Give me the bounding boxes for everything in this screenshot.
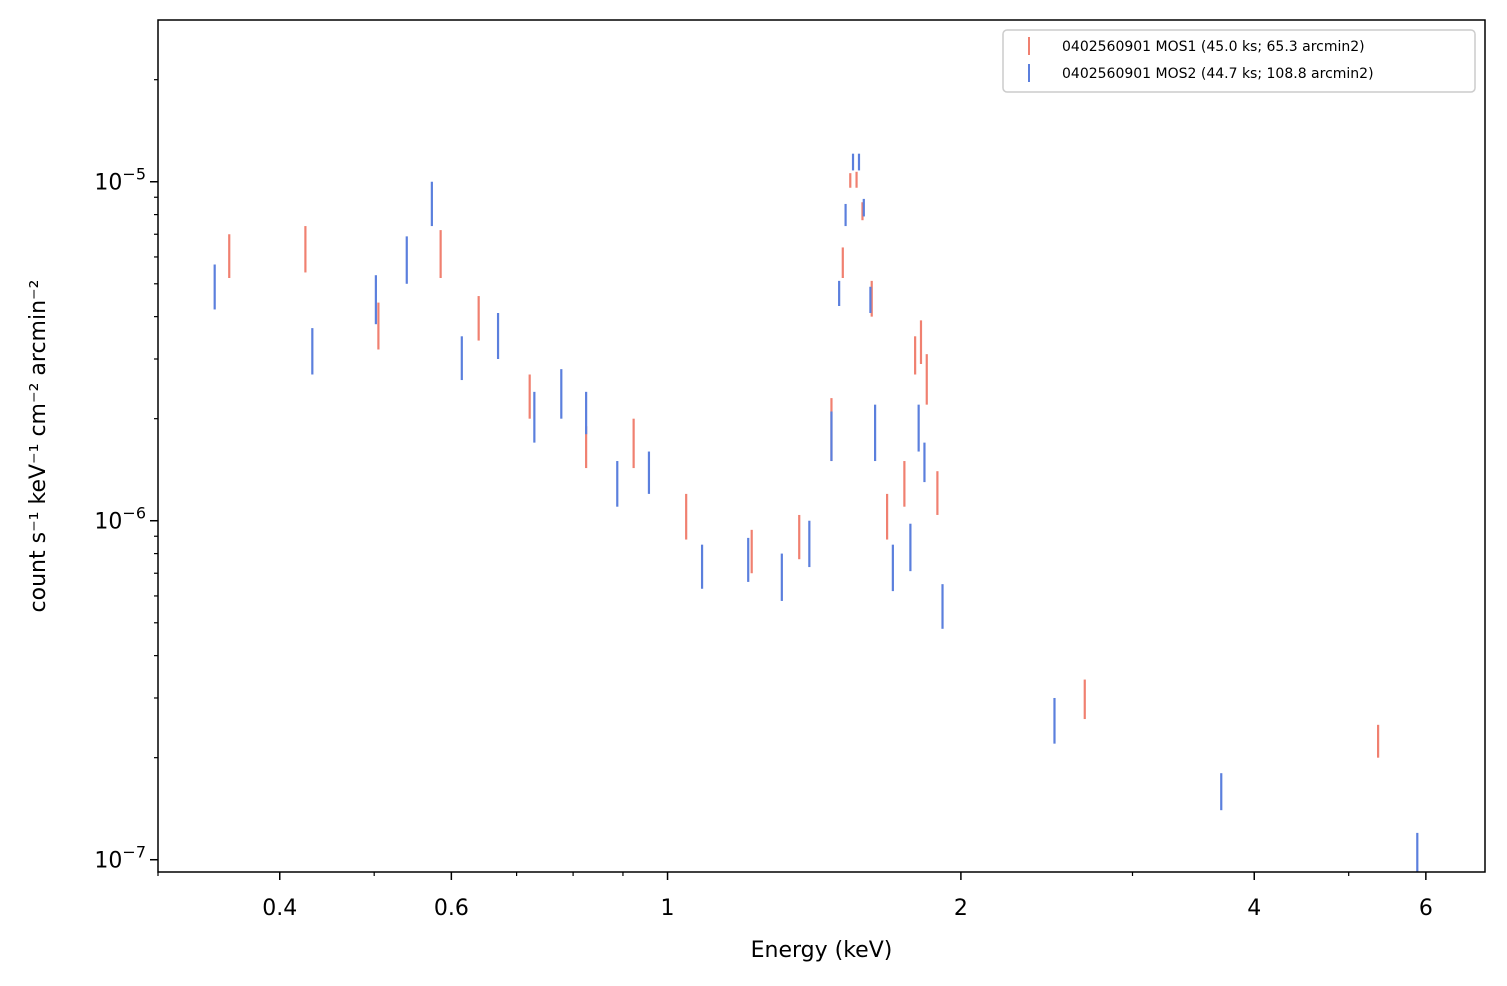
legend-box: [1002, 29, 1476, 93]
x-axis-title: Energy (keV): [751, 938, 893, 963]
x-tick-label: 4: [1247, 896, 1261, 921]
legend-label-mos2: 0402560901 MOS2 (44.7 ks; 108.8 arcmin2): [1062, 66, 1374, 82]
plot-frame: [157, 19, 1486, 873]
x-tick-label: 2: [954, 896, 968, 921]
x-tick-label: 0.6: [434, 896, 469, 921]
y-tick-label: 10−6: [94, 504, 146, 535]
y-axis-title: count s⁻¹ keV⁻¹ cm⁻² arcmin⁻²: [26, 280, 51, 613]
series-1: [228, 171, 1380, 758]
y-tick-label: 10−7: [94, 843, 146, 874]
y-axis: 10−7 10−6 10−5: [94, 79, 158, 874]
x-axis: 0.4 0.6 1 2 4 6: [157, 872, 1433, 921]
x-tick-label: 6: [1419, 896, 1433, 921]
series-2: [213, 153, 1419, 872]
legend-label-mos1: 0402560901 MOS1 (45.0 ks; 65.3 arcmin2): [1062, 39, 1365, 55]
y-tick-label: 10−5: [94, 165, 146, 196]
plot-marks: [213, 153, 1419, 872]
legend: 0402560901 MOS1 (45.0 ks; 65.3 arcmin2) …: [1002, 29, 1476, 93]
x-tick-label: 0.4: [262, 896, 297, 921]
x-tick-label: 1: [661, 896, 675, 921]
